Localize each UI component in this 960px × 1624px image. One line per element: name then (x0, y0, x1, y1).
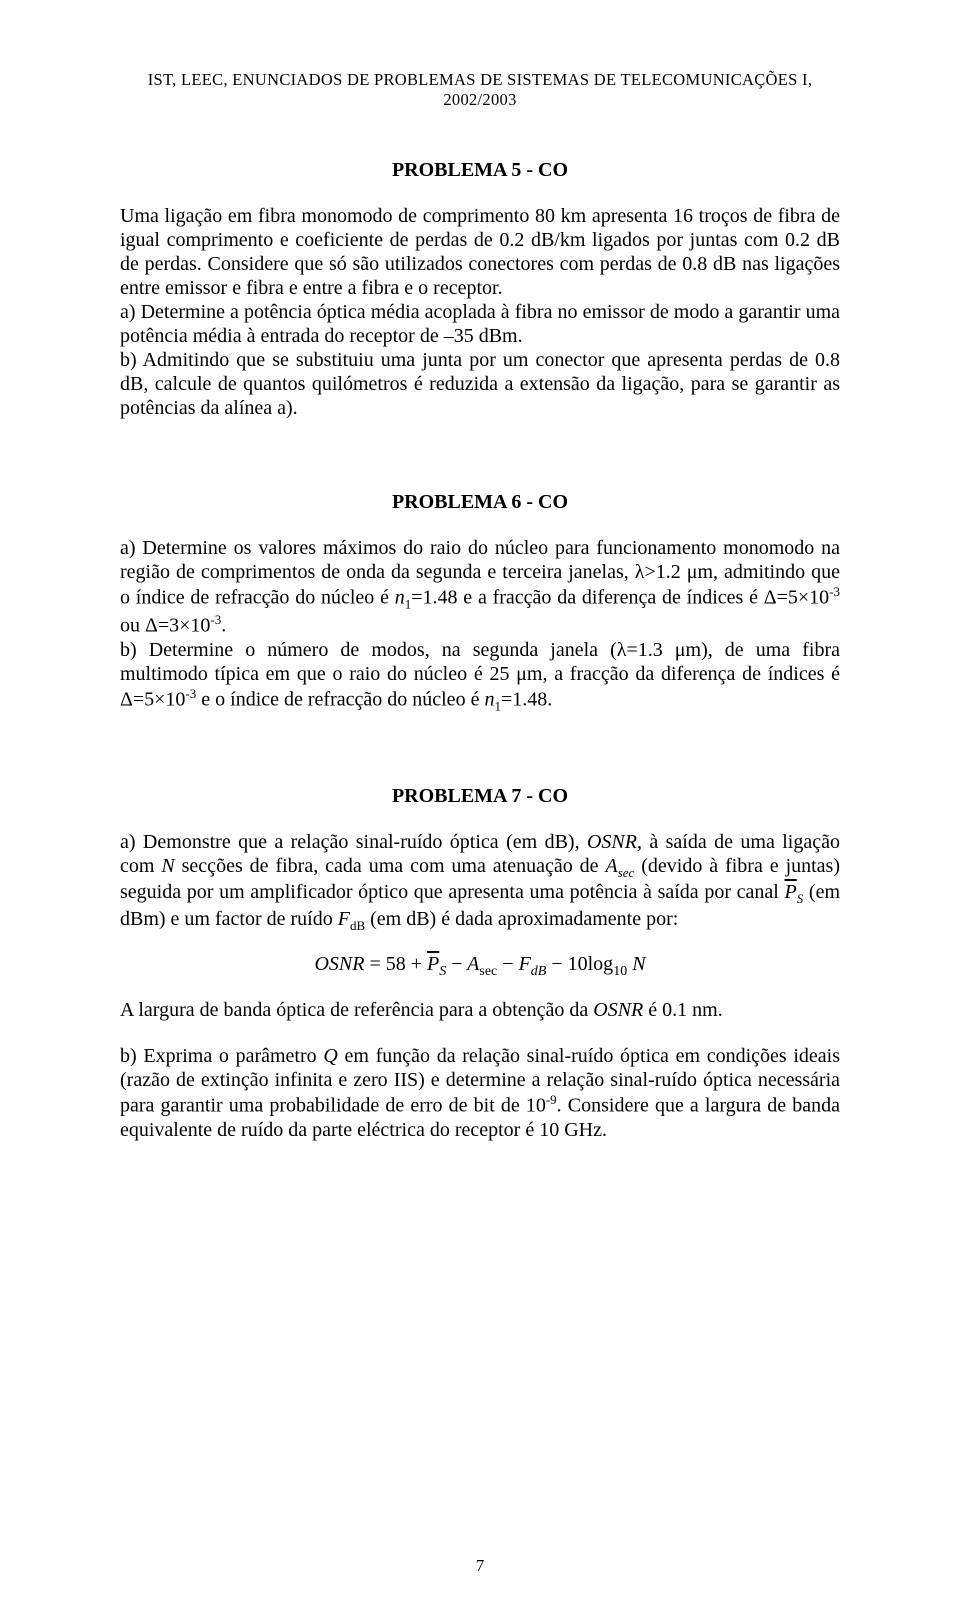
problem-5-title: PROBLEMA 5 - CO (120, 158, 840, 182)
problem-7-part-b: b) Exprima o parâmetro Q em função da re… (120, 1044, 840, 1142)
page-header: IST, LEEC, ENUNCIADOS DE PROBLEMAS DE SI… (120, 70, 840, 110)
problem-5-body: Uma ligação em fibra monomodo de comprim… (120, 204, 840, 420)
problem-6-body: a) Determine os valores máximos do raio … (120, 536, 840, 714)
problem-7-intro: a) Demonstre que a relação sinal-ruído ó… (120, 830, 840, 934)
page-container: IST, LEEC, ENUNCIADOS DE PROBLEMAS DE SI… (0, 0, 960, 1202)
page-number: 7 (0, 1556, 960, 1576)
spacer (120, 420, 840, 442)
problem-7-intro-text: a) Demonstre que a relação sinal-ruído ó… (120, 830, 840, 934)
problem-5-text: Uma ligação em fibra monomodo de comprim… (120, 204, 840, 420)
problem-6-title: PROBLEMA 6 - CO (120, 490, 840, 514)
problem-7-after-formula-text: A largura de banda óptica de referência … (120, 998, 840, 1022)
problem-7-after-formula: A largura de banda óptica de referência … (120, 998, 840, 1022)
problem-7-part-b-text: b) Exprima o parâmetro Q em função da re… (120, 1044, 840, 1142)
spacer (120, 714, 840, 736)
problem-7-title: PROBLEMA 7 - CO (120, 784, 840, 808)
problem-7-formula: OSNR = 58 + PS − Asec − FdB − 10log10 N (120, 952, 840, 981)
spacer (120, 1022, 840, 1044)
problem-6-text: a) Determine os valores máximos do raio … (120, 536, 840, 714)
